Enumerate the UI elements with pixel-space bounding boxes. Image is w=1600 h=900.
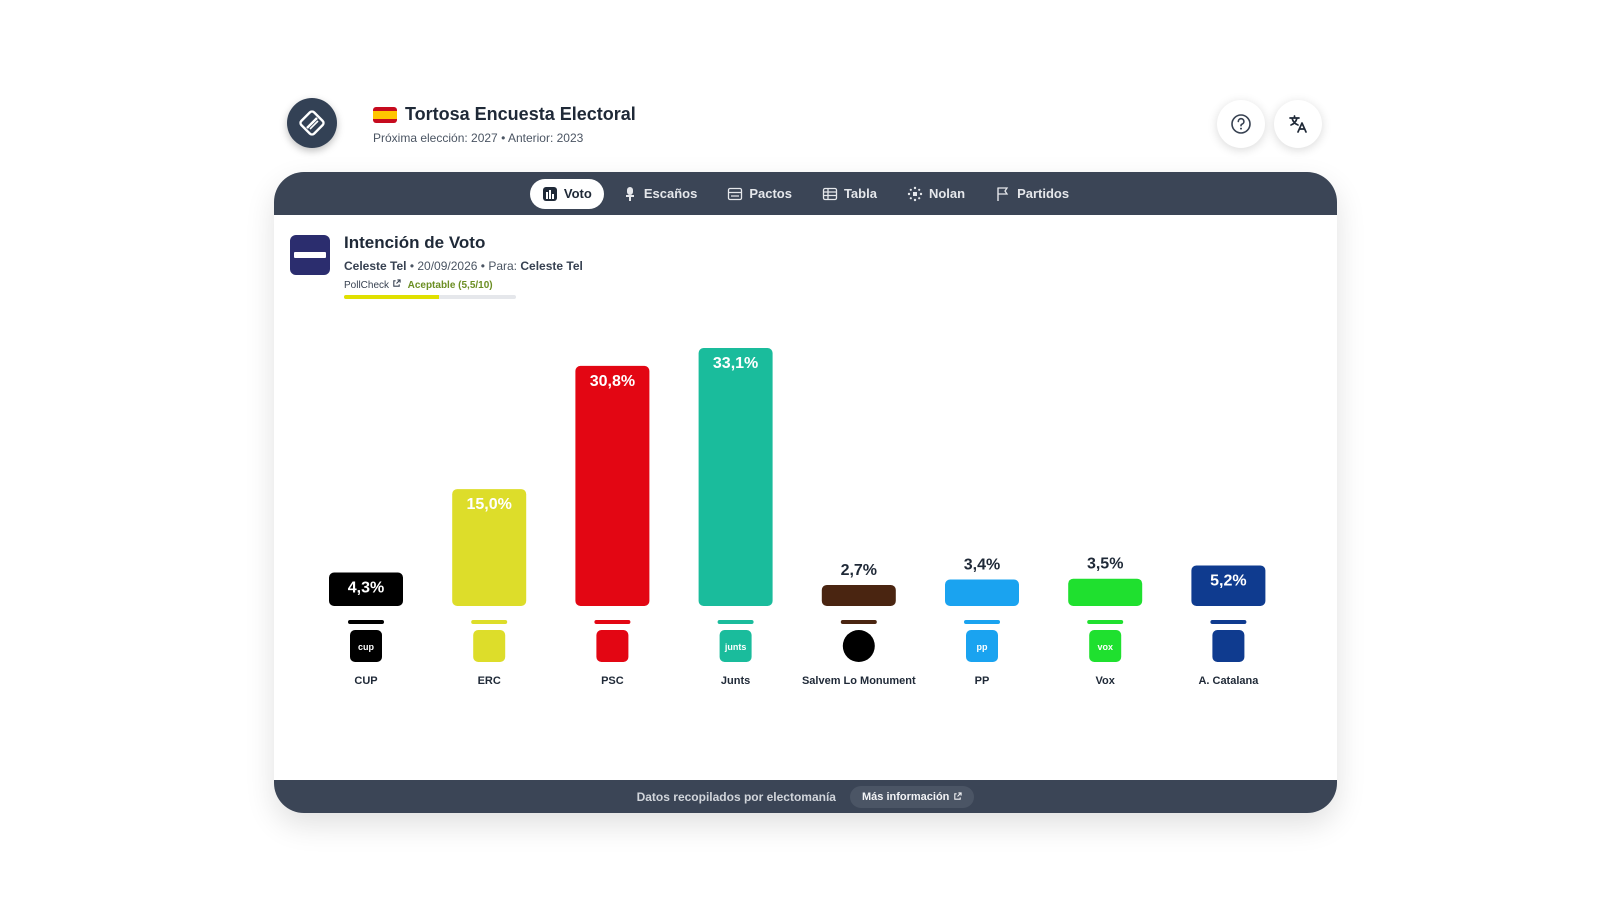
data-label: 33,1%	[713, 355, 758, 372]
bar-cup	[329, 572, 403, 606]
pollster-name: Celeste Tel	[344, 259, 407, 273]
party-color-line	[964, 620, 1000, 624]
poll-meta: Celeste Tel • 20/09/2026 • Para: Celeste…	[344, 259, 583, 273]
more-info-button[interactable]: Más información	[849, 785, 975, 808]
data-label: 3,4%	[964, 556, 1000, 573]
footer: Datos recopilados por electomanía Más in…	[274, 780, 1337, 813]
party-logo-text: cup	[358, 642, 375, 652]
spain-flag-icon	[373, 106, 397, 123]
tab-tabla-label: Tabla	[843, 186, 877, 201]
tab-voto[interactable]: Voto	[529, 178, 604, 209]
tab-escanos[interactable]: Escaños	[610, 179, 709, 209]
party-color-line	[1210, 620, 1247, 624]
party-logo	[1212, 630, 1245, 662]
party-logo	[596, 630, 629, 662]
question-circle-icon	[1231, 114, 1251, 134]
quality-bar-fill	[344, 295, 439, 299]
data-label: 30,8%	[590, 373, 635, 390]
category-label: Salvem Lo Monument	[802, 675, 916, 687]
tab-partidos-label: Partidos	[1017, 186, 1070, 201]
tab-bar: Voto Escaños Pactos Tabla Nolan Partidos	[274, 172, 1337, 215]
pact-icon	[728, 187, 743, 200]
page-header: Tortosa Encuesta Electoral Próxima elecc…	[287, 98, 1327, 152]
language-button[interactable]	[1274, 100, 1322, 148]
party-color-line	[840, 620, 877, 624]
bar-a-catalana	[1191, 565, 1266, 606]
pollcheck-rating: Aceptable (5,5/10)	[407, 280, 493, 291]
category-label: ERC	[478, 675, 501, 687]
poll-card: Voto Escaños Pactos Tabla Nolan Partidos…	[274, 172, 1337, 813]
diamond-pen-icon	[299, 110, 325, 136]
more-info-label: Más información	[861, 790, 950, 803]
party-logo-text: vox	[1097, 642, 1113, 652]
category-label: CUP	[354, 675, 377, 687]
pollster-logo	[290, 235, 330, 275]
help-button[interactable]	[1217, 100, 1265, 148]
party-color-line	[471, 620, 508, 624]
page-title: Tortosa Encuesta Electoral	[405, 104, 636, 124]
vote-bar-chart: 4,3% cup CUP 15,0% ERC 30,8% PSC 33,1% junts Junt…	[329, 348, 1266, 687]
flag-icon	[997, 186, 1009, 201]
data-label: 3,5%	[1087, 556, 1123, 573]
table-icon	[822, 187, 838, 200]
party-logo-text: junts	[724, 642, 747, 652]
bar-erc	[452, 489, 527, 606]
data-label: 4,3%	[348, 579, 384, 596]
footer-text: Datos recopilados por electomanía	[636, 789, 836, 804]
bar-psc	[575, 365, 650, 606]
pollcheck-label: PollCheck	[344, 280, 390, 291]
party-color-line	[1087, 620, 1124, 624]
tab-pactos-label: Pactos	[749, 186, 792, 201]
party-color-line	[717, 620, 754, 624]
bar-salvem-lo-monument	[821, 584, 896, 606]
app-logo[interactable]	[287, 98, 337, 148]
category-label: PSC	[601, 675, 624, 687]
party-color-line	[594, 620, 631, 624]
bar-junts	[698, 348, 773, 606]
seat-icon	[625, 186, 634, 201]
category-label: PP	[975, 675, 990, 687]
external-link-icon	[954, 792, 963, 800]
category-label: Vox	[1096, 675, 1116, 687]
data-label: 5,2%	[1210, 572, 1246, 589]
party-color-line	[348, 620, 384, 624]
page-subtitle: Próxima elección: 2027 • Anterior: 2023	[373, 131, 584, 145]
bar-vox	[1068, 578, 1143, 606]
party-logo	[719, 630, 752, 662]
tab-pactos[interactable]: Pactos	[715, 179, 804, 209]
tab-nolan[interactable]: Nolan	[895, 179, 977, 209]
nolan-icon	[907, 186, 923, 201]
poll-for-value: Celeste Tel	[520, 259, 583, 273]
poll-title: Intención de Voto	[344, 233, 486, 252]
bar-pp	[945, 579, 1019, 606]
category-label: Junts	[721, 675, 750, 687]
poll-date: 20/09/2026	[417, 259, 478, 273]
tab-tabla[interactable]: Tabla	[810, 179, 889, 209]
party-logo	[1089, 630, 1122, 662]
party-logo	[473, 630, 506, 662]
external-link-icon	[393, 279, 401, 287]
translate-icon	[1289, 115, 1307, 133]
bar-chart-icon	[542, 186, 557, 201]
pollcheck-row[interactable]: PollCheck Aceptable (5,5/10)	[344, 279, 583, 291]
quality-bar	[344, 295, 516, 299]
tab-nolan-label: Nolan	[928, 186, 966, 201]
poll-for-label: Para:	[488, 259, 518, 273]
tab-escanos-label: Escaños	[643, 186, 698, 201]
party-logo	[842, 630, 875, 662]
data-label: 15,0%	[467, 496, 512, 513]
party-logo	[350, 630, 382, 662]
data-label: 2,7%	[841, 562, 877, 579]
tab-voto-label: Voto	[563, 186, 592, 201]
party-logo	[966, 630, 998, 662]
party-logo-text: pp	[977, 642, 988, 652]
tab-partidos[interactable]: Partidos	[983, 179, 1081, 209]
category-label: A. Catalana	[1198, 675, 1259, 687]
